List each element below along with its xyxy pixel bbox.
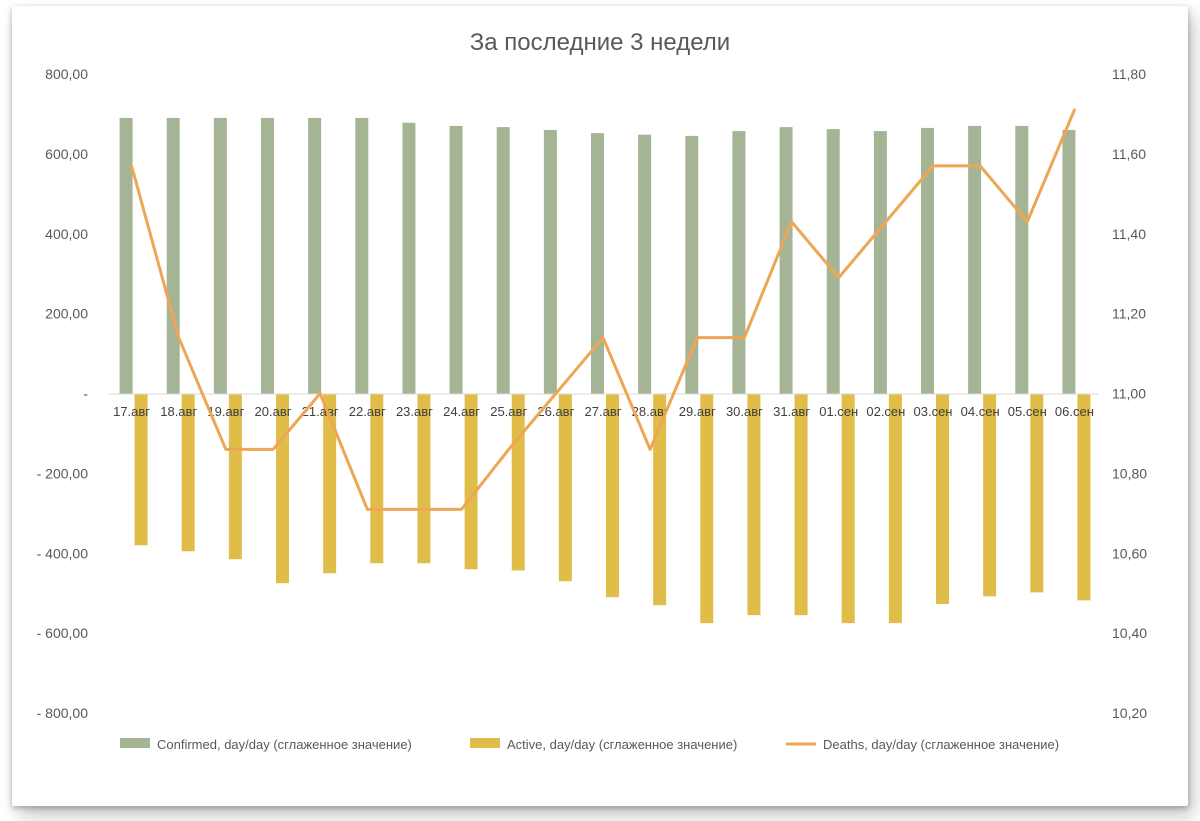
left-axis-tick-label: - 200,00 (37, 465, 89, 481)
active-bar (700, 393, 714, 624)
legend-label: Active, day/day (сглаженное значение) (507, 737, 737, 752)
confirmed-bar (543, 129, 557, 394)
bars-layer (119, 117, 1091, 624)
left-axis-tick-label: 800,00 (45, 66, 88, 82)
active-bar (134, 393, 148, 546)
x-axis-tick-label: 19.авг (207, 404, 244, 419)
x-axis-tick-label: 27.авг (585, 404, 622, 419)
confirmed-bar (119, 117, 133, 394)
active-bar (228, 393, 242, 560)
right-axis-tick-label: 10,40 (1112, 625, 1147, 641)
confirmed-bar (1062, 129, 1076, 394)
confirmed-bar (213, 117, 227, 394)
active-bar (936, 393, 949, 604)
legend-confirmed: Confirmed, day/day (сглаженное значение) (120, 737, 412, 752)
confirmed-bar (826, 129, 840, 394)
right-axis-tick-label: 10,60 (1112, 545, 1147, 561)
x-axis-tick-label: 02.сен (866, 404, 905, 419)
right-axis-tick-label: 11,80 (1112, 66, 1146, 82)
legend-active: Active, day/day (сглаженное значение) (470, 737, 737, 752)
right-axis-tick-label: 11,20 (1112, 306, 1146, 322)
confirmed-bar (308, 117, 322, 394)
x-axis-ticks: 17.авг 18.авг 19.авг 20.авг 21.авг 22.авг 23.а… (113, 404, 1094, 419)
confirmed-bar (921, 127, 934, 394)
active-bar (417, 393, 431, 564)
active-bar (1077, 393, 1091, 601)
legend-swatch (470, 738, 500, 748)
active-bar (464, 393, 478, 570)
x-axis-tick-label: 05.сен (1008, 404, 1047, 419)
active-bar (323, 393, 337, 574)
x-axis-tick-label: 03.сен (914, 404, 953, 419)
left-axis-tick-label: 400,00 (45, 226, 88, 242)
legend-swatch (120, 738, 150, 748)
x-axis-tick-label: 23.авг (396, 404, 433, 419)
x-axis-tick-label: 21.авг (302, 404, 339, 419)
chart-title: За последние 3 недели (470, 29, 730, 56)
confirmed-bar (591, 133, 604, 394)
confirmed-bar (685, 135, 699, 394)
legend-label: Deaths, day/day (сглаженное значение) (823, 737, 1059, 752)
confirmed-bar (261, 117, 274, 394)
active-bar (276, 393, 289, 584)
legend: Confirmed, day/day (сглаженное значение)… (120, 737, 1059, 752)
active-bar (983, 393, 997, 597)
active-bar (653, 393, 667, 606)
active-bar (841, 393, 855, 624)
legend-deaths: Deaths, day/day (сглаженное значение) (786, 737, 1059, 752)
confirmed-bar (355, 117, 369, 394)
x-axis-tick-label: 06.сен (1055, 404, 1094, 419)
left-axis-tick-label: - 400,00 (37, 545, 89, 561)
right-axis-tick-label: 11,60 (1112, 146, 1146, 162)
confirmed-bar (732, 131, 746, 394)
x-axis-tick-label: 24.авг (443, 404, 480, 419)
confirmed-bar (779, 127, 793, 394)
x-axis-tick-label: 04.сен (961, 404, 1000, 419)
x-axis-tick-label: 01.сен (819, 404, 858, 419)
active-bar (606, 393, 619, 598)
x-axis-tick-label: 31.авг (773, 404, 810, 419)
left-axis-ticks: 800,00 600,00 400,00 200,00 - - 200,00 - 400,0… (37, 66, 89, 721)
x-axis-tick-label: 22.авг (349, 404, 386, 419)
active-bar (370, 393, 384, 564)
x-axis-tick-label: 26.авг (537, 404, 574, 419)
x-axis-tick-label: 20.авг (255, 404, 292, 419)
x-axis-tick-label: 29.авг (679, 404, 716, 419)
active-bar (1030, 393, 1044, 593)
confirmed-bar (166, 117, 180, 394)
active-bar (794, 393, 808, 616)
x-axis-tick-label: 25.авг (490, 404, 527, 419)
confirmed-bar (638, 134, 652, 394)
right-axis-tick-label: 11,40 (1112, 226, 1146, 242)
left-axis-tick-label: - 800,00 (37, 705, 89, 721)
right-axis-tick-label: 10,80 (1112, 465, 1147, 481)
right-axis-tick-label: 10,20 (1112, 705, 1147, 721)
x-axis-tick-label: 17.авг (113, 404, 150, 419)
deaths-line (130, 108, 1076, 511)
legend-label: Confirmed, day/day (сглаженное значение) (157, 737, 412, 752)
confirmed-bar (496, 127, 510, 394)
x-axis-tick-label: 28.авг (632, 404, 669, 419)
confirmed-bar (873, 131, 887, 394)
left-axis-tick-label: 600,00 (45, 146, 88, 162)
right-axis-tick-label: 11,00 (1112, 386, 1146, 402)
right-axis-ticks: 11,80 11,60 11,40 11,20 11,00 10,80 10,60 10,40… (1112, 66, 1147, 721)
x-axis-tick-label: 30.авг (726, 404, 763, 419)
active-bar (558, 393, 572, 582)
confirmed-bar (1015, 125, 1029, 394)
left-axis-tick-label: - (83, 386, 88, 402)
active-bar (181, 393, 195, 552)
active-bar (511, 393, 525, 571)
deaths-line-layer (130, 108, 1076, 511)
confirmed-bar (402, 122, 416, 394)
x-axis-tick-label: 18.авг (160, 404, 197, 419)
confirmed-bar (449, 125, 463, 394)
left-axis-tick-label: 200,00 (45, 306, 88, 322)
left-axis-tick-label: - 600,00 (37, 625, 89, 641)
confirmed-bar (968, 125, 982, 394)
active-bar (747, 393, 761, 616)
active-bar (888, 393, 902, 624)
